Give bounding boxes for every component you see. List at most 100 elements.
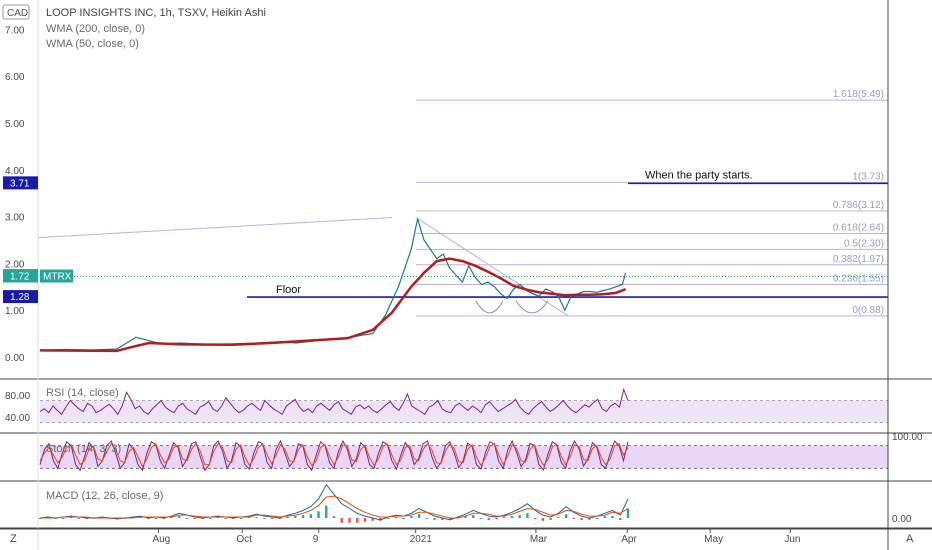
macd-histogram-bar xyxy=(239,518,243,519)
macd-histogram-bar xyxy=(472,515,475,518)
fib-level-label: 0(0.88) xyxy=(852,305,884,316)
macd-histogram-bar xyxy=(209,518,212,519)
stoch-d-series xyxy=(39,442,629,468)
macd-histogram-bar xyxy=(170,517,173,519)
macd-histogram-bar xyxy=(317,511,320,518)
macd-histogram-bar xyxy=(77,518,80,519)
fib-level-label: 0.382(1.97) xyxy=(833,254,884,265)
trend-line xyxy=(37,217,393,239)
macd-histogram-bar xyxy=(526,513,529,518)
price-tag-label: 1.72 xyxy=(10,272,30,283)
macd-histogram-bar xyxy=(247,517,251,519)
x-tick-label: Aug xyxy=(152,534,170,545)
macd-histogram-bar xyxy=(572,518,576,519)
macd-histogram-bar xyxy=(255,517,258,519)
macd-histogram-bar xyxy=(178,516,181,518)
macd-histogram-bar xyxy=(611,516,614,518)
indicator-wma-50[interactable]: WMA (50, close, 0) xyxy=(46,38,139,50)
main-price-pane[interactable]: 1.618(5.49) 1(3.73) 0.786(3.12) 0.618(2.64)… xyxy=(37,89,888,353)
macd-histogram-bar xyxy=(441,518,444,520)
price-tag-label: 3.71 xyxy=(10,178,30,189)
rsi-band xyxy=(40,400,888,423)
rsi-legend[interactable]: RSI (14, close) xyxy=(46,387,119,399)
y-tick-label: 7.00 xyxy=(5,25,25,36)
y-tick-label: 5.00 xyxy=(5,119,25,130)
macd-histogram-bar xyxy=(533,518,537,519)
floor-label: Floor xyxy=(276,284,301,296)
macd-histogram-bar xyxy=(595,518,599,519)
zoom-button[interactable]: Z xyxy=(10,533,17,545)
macd-histogram-bar xyxy=(139,517,142,519)
price-tag-box[interactable] xyxy=(3,290,38,304)
rsi-pane[interactable] xyxy=(39,387,888,423)
macd-histogram-bar xyxy=(62,518,65,519)
stoch-k-series xyxy=(39,439,629,472)
cup-arc xyxy=(475,300,504,314)
macd-histogram-bar xyxy=(286,517,289,519)
currency-label[interactable]: CAD xyxy=(7,8,28,19)
x-tick-label: Apr xyxy=(621,534,637,545)
y-tick-label: 3.00 xyxy=(5,213,25,224)
macd-histogram-bar xyxy=(193,518,196,519)
price-tag-box[interactable] xyxy=(3,176,38,190)
y-tick-label: 0.00 xyxy=(5,353,25,364)
macd-histogram-bar xyxy=(580,518,583,520)
macd-histogram-bar xyxy=(549,518,552,520)
macd-histogram-bar xyxy=(487,518,490,520)
x-tick-label: Mar xyxy=(530,534,548,545)
macd-histogram-bar xyxy=(356,518,359,523)
currency-badge[interactable] xyxy=(2,4,30,20)
macd-histogram-bar xyxy=(69,517,73,519)
macd-histogram-bar xyxy=(464,516,467,518)
cup-arc xyxy=(515,300,549,314)
indicator-wma-200[interactable]: WMA (200, close, 0) xyxy=(46,23,145,35)
fib-level-label: 1.618(5.49) xyxy=(833,89,884,100)
fib-level-label: 1(3.73) xyxy=(852,171,884,182)
y-tick-label: 2.00 xyxy=(5,259,25,270)
price-tag-label: 1.28 xyxy=(10,292,30,303)
price-tag-box[interactable] xyxy=(3,269,38,283)
macd-histogram-bar xyxy=(363,518,367,522)
macd-histogram-bar xyxy=(564,514,568,518)
macd-histogram-bar xyxy=(626,508,630,518)
rsi-tick-label: 40.00 xyxy=(5,413,30,424)
x-tick-label: Jun xyxy=(784,534,800,545)
macd-histogram-bar xyxy=(154,518,158,519)
macd-histogram-bar xyxy=(263,518,266,519)
trend-line xyxy=(415,217,569,317)
macd-histogram-bar xyxy=(603,516,606,518)
auto-scale-button[interactable]: A xyxy=(906,533,914,545)
macd-histogram-bar xyxy=(325,505,328,518)
macd-histogram-bar xyxy=(448,518,452,520)
macd-histogram-bar xyxy=(619,518,622,520)
macd-legend[interactable]: MACD (12, 26, close, 9) xyxy=(46,490,163,502)
macd-histogram-bar xyxy=(394,517,398,519)
fib-level-label: 0.236(1.55) xyxy=(833,273,884,284)
stoch-legend[interactable]: Stoch (14, 3, 3) xyxy=(46,443,121,455)
macd-histogram-bar xyxy=(541,518,545,521)
legend: CAD LOOP INSIGHTS INC, 1h, TSXV, Heikin … xyxy=(2,4,266,50)
macd-histogram-bar xyxy=(433,518,436,520)
macd-pane[interactable] xyxy=(38,483,630,523)
x-tick-label: Oct xyxy=(236,534,252,545)
x-tick-label: 2021 xyxy=(410,534,433,545)
party-label: When the party starts. xyxy=(645,169,753,181)
macd-histogram-bar xyxy=(588,518,591,520)
macd-histogram-bar xyxy=(503,517,506,519)
stoch-pane[interactable] xyxy=(39,439,888,472)
rsi-series xyxy=(39,387,629,416)
signal-series xyxy=(40,495,629,519)
symbol-tag-label: MTRX xyxy=(43,272,72,283)
symbol-tag-box[interactable] xyxy=(40,269,73,283)
wma-series xyxy=(39,257,627,353)
macd-histogram-bar xyxy=(479,518,483,519)
symbol-title[interactable]: LOOP INSIGHTS INC, 1h, TSXV, Heikin Ashi xyxy=(46,7,266,19)
macd-tick-label: 0.00 xyxy=(892,514,912,525)
macd-histogram-bar xyxy=(348,518,351,523)
rsi-tick-label: 80.00 xyxy=(5,391,30,402)
macd-series xyxy=(39,483,629,521)
macd-histogram-bar xyxy=(216,517,220,519)
y-tick-label: 6.00 xyxy=(5,72,25,83)
